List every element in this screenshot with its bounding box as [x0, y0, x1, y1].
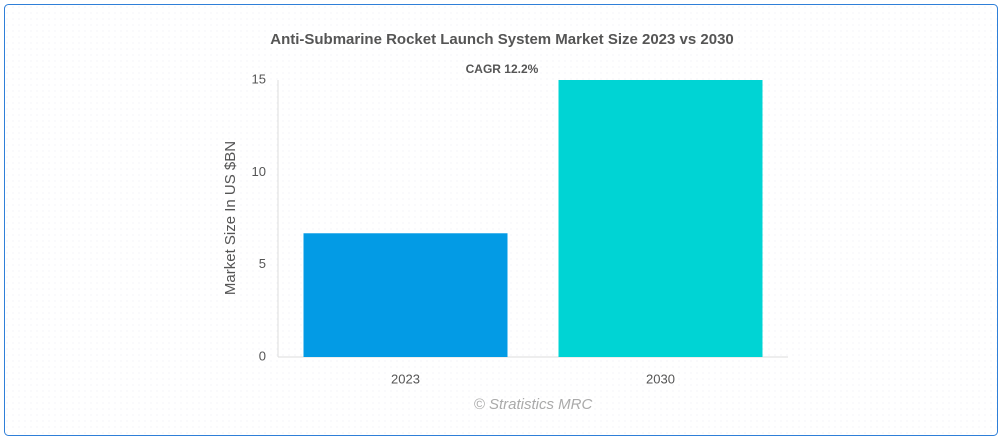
annotation: CAGR 12.2%	[466, 62, 539, 76]
chart-title: Anti-Submarine Rocket Launch System Mark…	[270, 31, 734, 48]
bar	[558, 80, 763, 357]
y-tick-label: 10	[252, 164, 266, 179]
bar	[303, 233, 508, 357]
y-axis-label: Market Size In US $BN	[222, 141, 239, 295]
x-tick-label: 2030	[646, 371, 675, 386]
y-tick-label: 15	[252, 71, 266, 86]
y-tick-label: 0	[259, 348, 266, 363]
y-tick-label: 5	[259, 256, 266, 271]
x-tick-label: 2023	[391, 371, 420, 386]
watermark: © Stratistics MRC	[474, 396, 593, 413]
